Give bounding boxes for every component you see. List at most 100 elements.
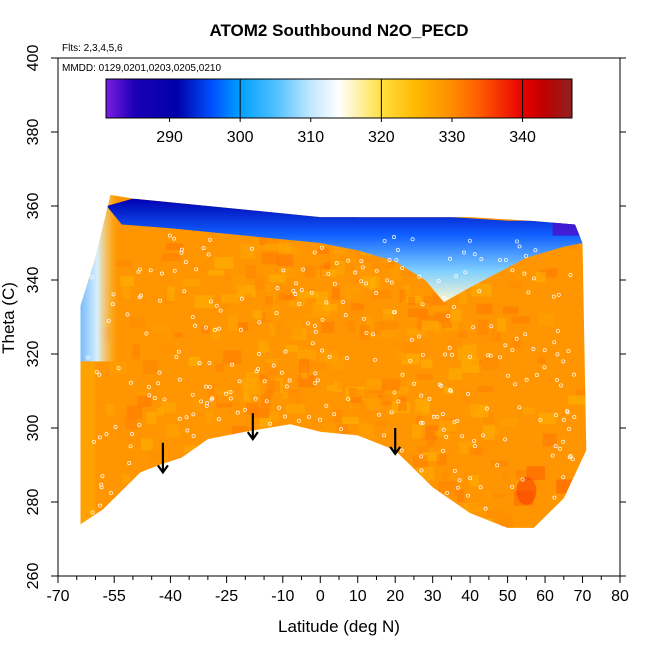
field-patch [309,527,318,528]
field-patch [420,530,437,541]
field-patch [435,311,449,323]
field-patch [461,358,480,373]
field-patch [434,323,441,335]
field-patch [126,405,143,419]
field-patch [349,389,368,398]
colorbar-tick-label-340: 340 [509,129,536,146]
field-hotspot [516,476,537,505]
field-patch [292,459,302,473]
field-patch [349,446,362,461]
field-patch [381,378,401,391]
field-patch [248,335,263,346]
down-arrow-2 [246,413,259,441]
field-patch [267,483,275,492]
x-tick-label-0: 0 [316,588,325,605]
observation-point [498,355,502,360]
field-patch [493,493,507,499]
field-patch [278,242,292,253]
observation-point [284,384,289,389]
observation-point [275,286,280,291]
observation-point [420,352,425,357]
field-patch [387,472,408,488]
observation-point [332,281,337,286]
observation-point [296,418,301,423]
observation-point [526,290,531,295]
field-patch [475,343,489,356]
field-patch [396,328,409,336]
observation-point [533,248,538,253]
field-patch [282,486,294,501]
observation-point [417,334,422,339]
observation-point [210,396,215,401]
field-patch [482,412,494,424]
observation-point [440,412,445,416]
observation-point [567,427,571,432]
field-patch [461,389,472,405]
field-patch [471,283,492,297]
field-patch [183,445,200,452]
observation-point [514,336,519,341]
observation-point [466,392,471,396]
observation-point [213,328,217,332]
observation-point [400,372,405,377]
field-patch [482,425,495,440]
observation-point [239,296,244,301]
field-patch [375,478,396,488]
field-patch [473,525,483,528]
field-patch [258,339,270,353]
observation-point [572,415,577,419]
observation-point [127,461,132,466]
field-patch [358,505,375,519]
field-patch [264,241,282,250]
field-patch [458,330,467,338]
observation-point [364,330,369,335]
field-patch [502,306,519,315]
observation-point [99,482,104,487]
field-patch [282,283,301,295]
field-patch [389,267,402,280]
field-patch [267,380,281,393]
field-patch [238,509,251,522]
observation-point [128,380,133,385]
observation-point [553,444,558,449]
field-patch [399,289,406,303]
field-patch [382,467,394,479]
down-arrow-head [389,446,402,456]
field-patch [294,494,310,505]
observation-point [262,379,267,384]
observation-point [510,348,515,353]
field-patch [376,532,391,546]
field-patch [304,438,318,452]
observation-point [137,422,142,427]
field-patch [161,402,177,413]
field-patch [242,249,255,259]
field-patch [321,268,337,278]
field-patch [341,416,359,425]
x-tick-label-70: 70 [574,588,592,605]
field-patch [292,438,306,444]
observation-point [466,493,471,498]
field-patch [336,261,345,275]
field-patch [210,508,230,523]
observation-point [320,348,325,353]
observation-point [204,403,209,408]
field-patch [507,281,522,289]
observation-point [561,439,565,444]
field-patch [497,506,513,516]
field-patch [556,479,572,494]
field-patch [417,446,430,453]
observation-point [455,418,460,423]
observation-point [452,468,457,473]
field-patch [486,521,495,528]
field-patch [287,319,303,328]
observation-point [191,412,196,417]
observation-point [382,238,387,243]
observation-point [324,300,329,305]
field-patch [318,435,338,450]
field-patch [350,291,365,298]
observation-point [152,396,157,401]
y-tick-label-340: 340 [25,267,42,294]
field-patch [333,409,342,424]
field-patch [302,445,318,455]
observation-point [572,372,577,377]
